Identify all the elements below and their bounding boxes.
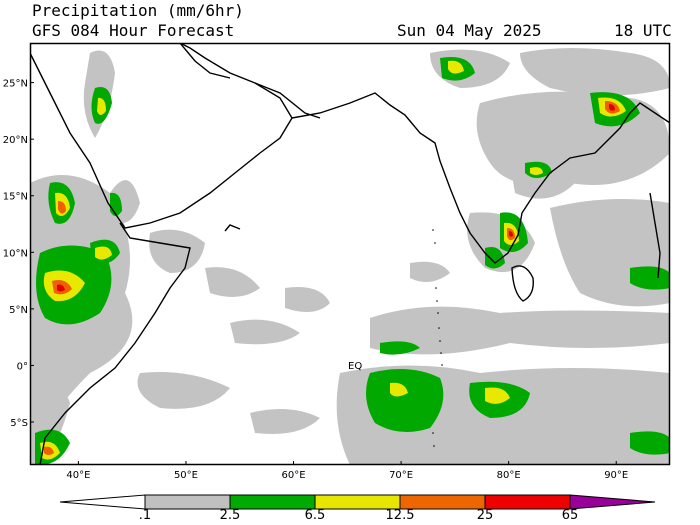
lon-tick-label: 80°E xyxy=(497,470,521,481)
lat-tick-label: 0° xyxy=(17,361,28,372)
latitude-ticks: 25°N 20°N 15°N 10°N 5°N 0° 5°S xyxy=(3,79,34,429)
colorbar-segment xyxy=(59,494,146,510)
lon-tick-label: 60°E xyxy=(282,470,306,481)
colorbar-segment xyxy=(399,494,486,510)
map-title: Precipitation (mm/6hr) xyxy=(32,1,244,20)
colorbar-label: 25 xyxy=(476,508,494,523)
lat-tick-label: 5°N xyxy=(9,305,28,316)
colorbar-segment xyxy=(229,494,316,510)
colorbar-segment xyxy=(144,494,231,510)
colorbar-label: 12.5 xyxy=(385,508,415,523)
colorbar-label: 6.5 xyxy=(304,508,326,523)
colorbar-label: .1 xyxy=(138,508,152,523)
lat-tick-label: 5°S xyxy=(10,418,28,429)
colorbar-label: 2.5 xyxy=(219,508,241,523)
lat-tick-label: 10°N xyxy=(3,248,28,259)
lon-tick-label: 50°E xyxy=(174,470,198,481)
lon-tick-label: 70°E xyxy=(389,470,413,481)
lat-tick-label: 25°N xyxy=(3,79,28,90)
island-dots xyxy=(432,229,443,447)
longitude-ticks: 40°E 50°E 60°E 70°E 80°E 90°E xyxy=(66,461,628,481)
lat-tick-label: 20°N xyxy=(3,135,28,146)
lon-tick-label: 90°E xyxy=(604,470,628,481)
colorbar-segment xyxy=(569,494,656,510)
precipitation-fields xyxy=(30,48,670,465)
forecast-date: Sun 04 May 2025 xyxy=(397,21,542,40)
colorbar xyxy=(59,494,656,510)
forecast-time: 18 UTC xyxy=(614,21,672,40)
colorbar-segment xyxy=(484,494,571,510)
colorbar-label: 65 xyxy=(561,508,579,523)
forecast-model-label: GFS 084 Hour Forecast xyxy=(32,21,235,40)
coastlines xyxy=(30,43,670,465)
colorbar-segment xyxy=(314,494,401,510)
lon-tick-label: 40°E xyxy=(66,470,90,481)
precipitation-map: 25°N 20°N 15°N 10°N 5°N 0° 5°S 40°E 50°E 60°E 70°… xyxy=(3,42,671,481)
lat-tick-label: 15°N xyxy=(3,192,28,203)
equator-label: EQ xyxy=(348,361,362,372)
map-frame xyxy=(29,42,671,466)
